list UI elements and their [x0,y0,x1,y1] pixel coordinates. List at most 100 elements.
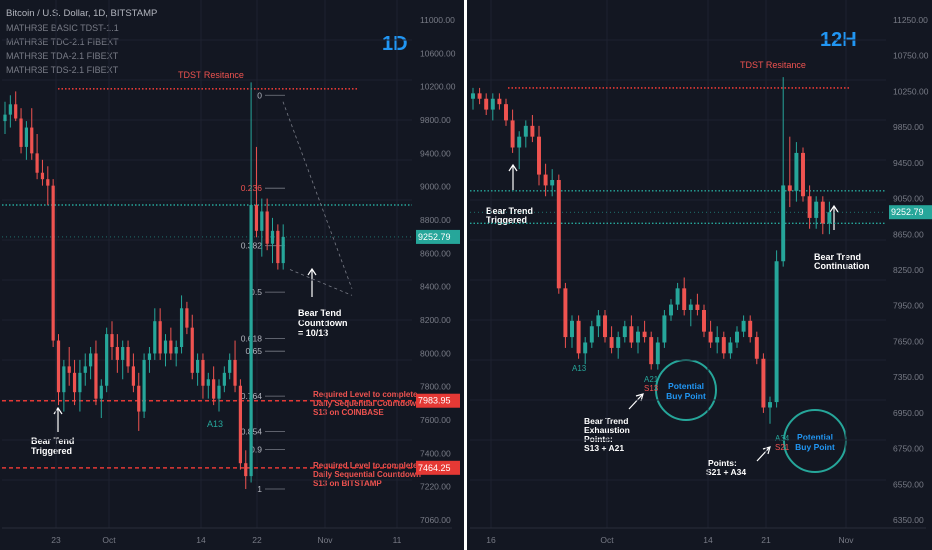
candle-body [570,320,574,338]
y-tick-label: 8200.00 [420,315,451,325]
candle-body [46,179,50,186]
a21-marker: A21 [644,375,659,384]
candle-body [212,379,216,399]
bear-trigger-label-12h-2: Triggered [486,215,527,225]
candle-body [88,353,93,367]
y-tick-label: 8650.00 [893,229,924,239]
candle-body [51,185,55,341]
candle-body [787,185,792,191]
candle-body [642,331,647,338]
bear-trigger-label-1: Bear Tend [31,436,74,446]
candle-body [265,211,269,244]
x-tick-label: Nov [838,535,854,545]
indicator-label-3: MATHR3E TDA-2.1 FIBEXT [6,51,119,61]
candle-body [662,315,667,343]
candle-body [754,337,759,359]
bitstamp-price-tag-label: 7464.25 [418,463,451,473]
candle-body [523,125,528,137]
candle-body [774,261,779,403]
points-label-1: Points: [708,458,737,468]
candle-body [543,174,548,186]
coinbase-note-3: S13 on COINBASE [313,408,384,417]
x-tick-label: 16 [486,535,496,545]
bear-trigger-label-12h-1: Bear Trend [486,206,533,216]
bitstamp-note-1: Required Level to complete [313,461,418,470]
candle-body [768,402,772,408]
candle-body [99,385,103,399]
y-tick-label: 8600.00 [420,248,451,258]
candle-body [636,331,640,343]
price-tag [889,205,932,220]
bitstamp-price-tag [416,460,460,475]
candle-body [530,125,535,137]
y-tick-label: 9400.00 [420,148,451,158]
fib-level-label: 0 [257,90,262,100]
candle-body [688,304,693,310]
candle-body [19,118,23,147]
right-panel: 12H TDST Resitance Bear Trend Triggered … [486,29,870,477]
buy-point-2-label-2: Buy Point [795,442,835,452]
candle-body [820,201,825,224]
y-tick-label: 10200.00 [420,82,456,92]
y-tick-label: 7400.00 [420,448,451,458]
y-tick-label: 10750.00 [893,51,929,61]
left-panel: Bitcoin / U.S. Dollar, 1D, BITSTAMP MATH… [6,8,421,488]
candle-body [270,230,275,244]
x-tick-label: Oct [600,535,614,545]
candle-body [675,288,680,305]
buy-point-1-label-2: Buy Point [666,391,706,401]
y-tick-label: 7220.00 [420,482,451,492]
buy-point-2-label-1: Potential [797,432,833,442]
y-tick-label: 7060.00 [420,515,451,525]
candle-body [649,337,654,365]
candle-body [83,366,87,373]
candle-body [702,310,706,332]
x-tick-label: 11 [393,535,402,545]
candle-body [3,114,7,122]
candle-body [655,342,660,365]
y-tick-label: 11250.00 [893,15,928,25]
candle-body [153,321,157,354]
countdown-label-3: = 10/13 [298,328,328,338]
candle-body [30,127,34,154]
candle-body [233,359,237,386]
exhaustion-label-1: Bear Trend [584,416,628,426]
x-tick-label: 14 [196,535,206,545]
y-tick-label: 8400.00 [420,282,451,292]
candle-body [682,288,687,310]
a13-marker-12h: A13 [572,364,587,373]
candle-body [105,334,109,386]
y-tick-label: 7800.00 [420,382,451,392]
countdown-label-1: Bear Tend [298,308,341,318]
candle-body [801,152,805,197]
candle-body [669,304,673,316]
points-label-2: S21 + A34 [706,467,746,477]
y-tick-label: 9850.00 [893,122,924,132]
y-tick-label: 9800.00 [420,115,451,125]
bear-trigger-label-2: Triggered [31,446,72,456]
continuation-label-2: Continuation [814,261,870,271]
s13-marker: S13 [644,384,659,393]
countdown-label-2: Countdown [298,318,347,328]
buy-point-1-label-1: Potential [668,381,704,391]
a13-marker: A13 [207,419,223,429]
bitstamp-note-2: Daily Sequential Countdown [313,470,421,479]
candle-body [24,127,29,147]
y-tick-label: 7650.00 [893,336,924,346]
y-tick-label: 8000.00 [420,348,451,358]
candle-body [78,372,82,393]
exhaustion-label-3: Points: [584,434,613,444]
candle-body [735,331,739,343]
candle-body [563,288,568,338]
continuation-label-1: Bear Trend [814,252,861,262]
candle-body [56,340,61,393]
coinbase-price-tag-label: 7983.95 [418,396,451,406]
x-tick-label: 14 [703,535,713,545]
candle-body [741,320,746,332]
candle-body [477,93,482,99]
candle-body [510,120,515,148]
resistance-label: TDST Resitance [178,70,244,80]
a34-marker: A34 [775,434,790,443]
candle-body [807,196,812,218]
